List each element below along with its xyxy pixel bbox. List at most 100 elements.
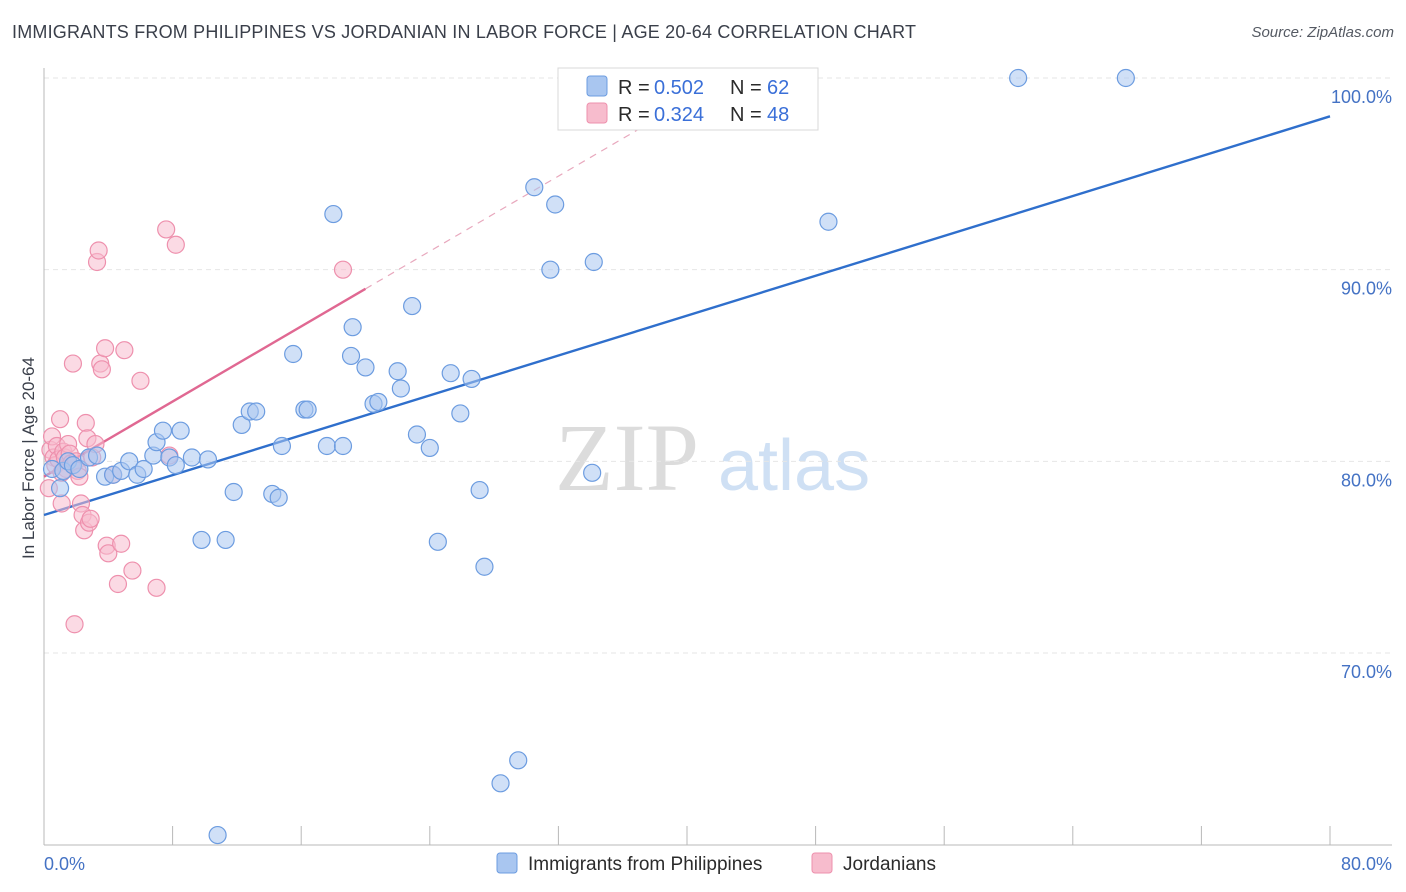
gridlines — [44, 77, 1392, 654]
series-legend-label-philippines: Immigrants from Philippines — [528, 854, 762, 875]
y-tick-label: 100.0% — [1331, 87, 1392, 107]
philippines-point — [525, 178, 544, 197]
legend-n-value-jordanians: 48 — [767, 104, 789, 126]
watermark-atlas: atlas — [718, 426, 870, 506]
philippines-point — [50, 479, 70, 498]
axes — [43, 68, 1392, 846]
legend-n-label-philippines: N = — [730, 77, 762, 99]
jordanians-point — [89, 241, 108, 260]
jordanians-point — [65, 615, 84, 634]
philippines-point — [120, 452, 139, 471]
philippines-point — [541, 260, 560, 279]
philippines-point — [391, 379, 410, 398]
jordanians-trend-extension — [365, 100, 688, 290]
philippines-point — [317, 436, 337, 456]
watermark-zip: ZIP — [555, 404, 699, 511]
philippines-point — [388, 362, 407, 381]
philippines-point — [232, 415, 251, 435]
philippines-point — [369, 392, 388, 412]
y-tick-label: 70.0% — [1341, 662, 1392, 682]
jordanians-point — [157, 220, 176, 239]
philippines-point — [462, 369, 481, 389]
philippines-point — [441, 364, 460, 383]
x-tick-label-max: 80.0% — [1341, 854, 1392, 874]
jordanians-point — [52, 494, 71, 513]
philippines-point — [333, 436, 353, 456]
legend-r-value-jordanians: 0.324 — [654, 104, 704, 126]
philippines-point — [272, 436, 292, 456]
jordanians-point — [81, 509, 100, 528]
philippines-point — [153, 421, 173, 440]
philippines-point — [269, 488, 288, 507]
legend-n-value-philippines: 62 — [767, 77, 789, 99]
philippines-point — [491, 774, 510, 793]
correlation-legend: R = 0.502 N = 62 R = 0.324 N = 48 — [557, 67, 819, 131]
legend-swatch-philippines — [586, 75, 608, 97]
philippines-point — [583, 463, 602, 482]
philippines-point — [198, 450, 218, 469]
philippines-point — [343, 318, 362, 337]
philippines-point — [451, 404, 470, 423]
philippines-point — [509, 751, 528, 770]
y-axis-label: In Labor Force | Age 20-64 — [19, 357, 38, 559]
jordanians-point — [131, 371, 150, 390]
philippines-point — [356, 358, 375, 377]
jordanians-point — [63, 354, 83, 373]
chart-title: IMMIGRANTS FROM PHILIPPINES VS JORDANIAN… — [12, 22, 917, 42]
jordanians-point — [95, 339, 115, 358]
philippines-point — [407, 425, 427, 444]
philippines-point — [171, 421, 190, 440]
philippines-point — [298, 400, 317, 419]
jordanians-point — [76, 413, 95, 433]
philippines-point — [428, 532, 447, 551]
philippines-trend-line — [43, 115, 1331, 517]
philippines-point — [470, 480, 489, 500]
philippines-point — [546, 195, 565, 214]
jordanians-point — [92, 360, 111, 379]
legend-r-label-jordanians: R = — [618, 104, 650, 126]
philippines-point — [341, 346, 361, 366]
y-tick-labels: 70.0% 80.0% 90.0% 100.0% — [1331, 87, 1392, 682]
x-tick-label-min: 0.0% — [44, 854, 85, 874]
philippines-point — [1116, 68, 1135, 88]
jordanians-point — [112, 534, 131, 553]
jordanians-point — [147, 578, 166, 597]
source-credit: Source: ZipAtlas.com — [1251, 24, 1394, 41]
philippines-point — [166, 456, 185, 475]
philippines-point — [403, 296, 422, 316]
philippines-point — [1009, 68, 1028, 88]
jordanians-point — [50, 410, 70, 429]
series-legend: Immigrants from Philippines Jordanians — [496, 852, 936, 875]
legend-r-label-philippines: R = — [618, 77, 650, 99]
jordanians-point — [99, 544, 118, 563]
legend-r-value-philippines: 0.502 — [654, 77, 704, 99]
jordanians-point — [333, 260, 353, 279]
series-legend-label-jordanians: Jordanians — [843, 854, 936, 875]
philippines-point — [208, 825, 227, 845]
x-ticks — [43, 826, 1331, 845]
philippines-point — [134, 459, 153, 479]
philippines-point — [87, 446, 107, 465]
series-legend-swatch-jordanians — [811, 852, 833, 874]
jordanians-point — [108, 574, 128, 594]
philippines-point — [192, 530, 211, 550]
philippines-point — [584, 252, 603, 272]
philippines-point — [420, 438, 439, 458]
legend-n-label-jordanians: N = — [730, 104, 762, 126]
philippines-point — [182, 448, 201, 467]
philippines-point — [324, 204, 343, 224]
y-tick-label: 90.0% — [1341, 279, 1392, 299]
philippines-point — [819, 212, 838, 231]
philippines-point — [216, 530, 235, 550]
jordanians-point — [166, 235, 185, 254]
y-tick-label: 80.0% — [1341, 470, 1392, 490]
philippines-point — [224, 482, 243, 502]
philippines-point — [247, 402, 266, 421]
philippines-point — [475, 557, 494, 576]
jordanians-point — [115, 341, 134, 360]
jordanians-points — [39, 220, 353, 634]
jordanians-point — [123, 561, 142, 580]
legend-swatch-jordanians — [586, 102, 608, 124]
series-legend-swatch-philippines — [496, 852, 518, 874]
